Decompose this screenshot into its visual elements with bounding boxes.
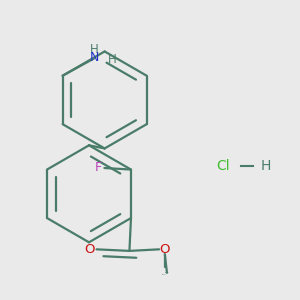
Text: methyl: methyl <box>165 272 170 273</box>
Text: H: H <box>108 52 117 66</box>
Text: methyl: methyl <box>162 274 167 275</box>
Text: N: N <box>90 51 99 64</box>
Text: O: O <box>160 243 170 256</box>
Text: H: H <box>261 159 271 172</box>
Text: F: F <box>95 161 102 175</box>
Text: H: H <box>90 43 99 56</box>
Text: Cl: Cl <box>217 159 230 172</box>
Text: O: O <box>84 243 95 256</box>
